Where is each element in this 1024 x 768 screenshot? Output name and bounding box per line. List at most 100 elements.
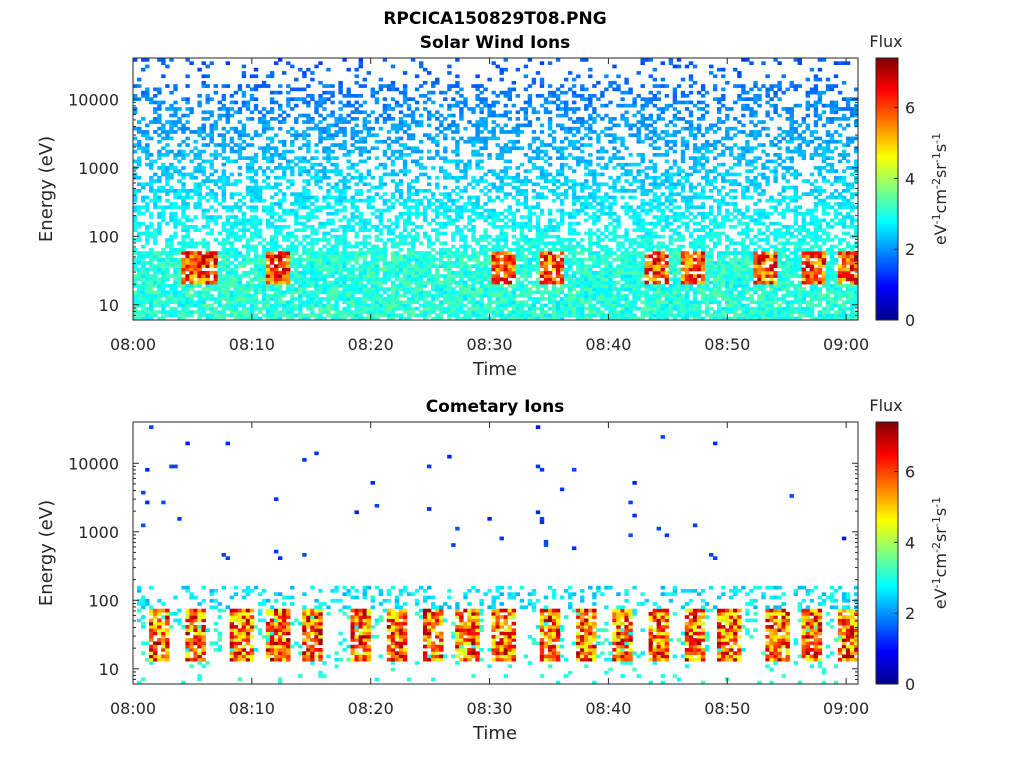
heatmap-cell [499, 313, 504, 318]
heatmap-cell [390, 297, 396, 301]
heatmap-cell [282, 139, 287, 144]
heatmap-cell [555, 274, 561, 278]
heatmap-cell [447, 247, 452, 252]
heatmap-cell [197, 100, 202, 105]
heatmap-cell [463, 208, 468, 213]
heatmap-cell [608, 261, 613, 265]
heatmap-cell [394, 251, 400, 255]
heatmap-cell [467, 195, 472, 200]
heatmap-cell [519, 189, 525, 193]
heatmap-cell [161, 264, 166, 268]
heatmap-cell [286, 208, 291, 213]
heatmap-cell [604, 284, 609, 288]
heatmap-cell [431, 274, 436, 278]
heatmap-cell [423, 215, 428, 219]
heatmap-cell [455, 103, 460, 108]
heatmap-cell [237, 166, 243, 170]
heatmap-cell [572, 221, 577, 226]
heatmap-cell [330, 261, 335, 265]
heatmap-cell [302, 202, 307, 206]
heatmap-cell [193, 257, 198, 262]
heatmap-cell [366, 316, 371, 321]
heatmap-cell [237, 284, 243, 288]
heatmap-cell [427, 90, 432, 95]
heatmap-cell [330, 234, 335, 239]
heatmap-cell [274, 100, 279, 105]
heatmap-cell [608, 310, 613, 314]
heatmap-cell [294, 287, 299, 291]
heatmap-cell [447, 267, 452, 272]
heatmap-cell [205, 241, 210, 246]
heatmap-cell [217, 280, 222, 285]
heatmap-cell [241, 74, 247, 79]
heatmap-cell [406, 316, 412, 321]
heatmap-cell [197, 67, 202, 72]
heatmap-cell [555, 261, 561, 265]
heatmap-cell [326, 195, 331, 200]
heatmap-cell [600, 261, 605, 265]
heatmap-cell [382, 287, 388, 291]
heatmap-cell [197, 133, 202, 137]
heatmap-cell [523, 107, 529, 111]
heatmap-cell [145, 208, 150, 213]
heatmap-cell [362, 257, 367, 262]
heatmap-cell [249, 117, 255, 121]
heatmap-cell [382, 192, 388, 196]
heatmap-cell [269, 195, 275, 200]
heatmap-cell [338, 290, 343, 295]
heatmap-cell [451, 97, 456, 101]
heatmap-cell [386, 264, 392, 268]
heatmap-cell [338, 169, 343, 173]
heatmap-cell [326, 130, 331, 134]
heatmap-cell [604, 287, 609, 291]
heatmap-cell [221, 133, 226, 137]
heatmap-cell [515, 189, 520, 193]
heatmap-cell [555, 267, 561, 272]
heatmap-cell [213, 251, 218, 255]
heatmap-cell [523, 254, 529, 259]
heatmap-cell [145, 97, 150, 101]
heatmap-cell [282, 261, 287, 265]
heatmap-cell [221, 94, 226, 98]
heatmap-cell [157, 139, 162, 144]
heatmap-cell [539, 316, 545, 321]
heatmap-cell [467, 198, 472, 203]
heatmap-cell [173, 231, 178, 236]
heatmap-cell [455, 139, 460, 144]
heatmap-cell [294, 133, 299, 137]
heatmap-cell [519, 182, 525, 187]
heatmap-cell [350, 166, 355, 170]
heatmap-cell [201, 130, 206, 134]
heatmap-cell [213, 264, 218, 268]
heatmap-cell [282, 195, 287, 200]
heatmap-cell [342, 133, 347, 137]
heatmap-cell [161, 189, 166, 193]
heatmap-cell [419, 211, 424, 216]
heatmap-cell [439, 303, 444, 308]
heatmap-cell [169, 297, 174, 301]
heatmap-cell [193, 153, 198, 157]
heatmap-cell [306, 306, 311, 311]
heatmap-cell [149, 313, 154, 318]
heatmap-cell [431, 261, 436, 265]
heatmap-cell [555, 238, 561, 242]
heatmap-cell [547, 126, 553, 131]
heatmap-cell [229, 306, 235, 311]
heatmap-cell [572, 313, 577, 318]
heatmap-cell [398, 215, 404, 219]
heatmap-cell [302, 215, 307, 219]
heatmap-cell [531, 77, 537, 82]
heatmap-cell [459, 107, 464, 111]
heatmap-cell [173, 153, 178, 157]
heatmap-cell [249, 215, 255, 219]
heatmap-cell [531, 267, 537, 272]
heatmap-cell [350, 280, 355, 285]
heatmap-cell [378, 293, 384, 298]
heatmap-cell [181, 126, 186, 131]
heatmap-cell [217, 300, 222, 305]
heatmap-cell [507, 139, 512, 144]
heatmap-cell [547, 156, 553, 160]
heatmap-cell [269, 244, 275, 249]
heatmap-cell [213, 277, 218, 282]
heatmap-cell [294, 218, 299, 223]
